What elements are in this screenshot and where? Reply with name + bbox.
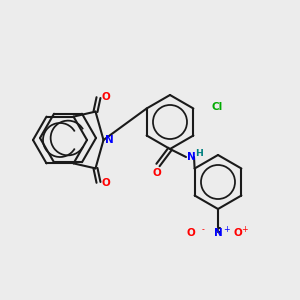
Text: H: H	[195, 149, 203, 158]
Text: O: O	[153, 168, 161, 178]
Text: O: O	[186, 228, 195, 238]
Text: O: O	[101, 178, 110, 188]
Text: -: -	[202, 226, 205, 235]
Text: N: N	[214, 228, 222, 238]
Text: N: N	[187, 152, 196, 162]
Text: +: +	[223, 225, 230, 234]
Text: O: O	[234, 228, 243, 238]
Text: O: O	[101, 92, 110, 102]
Text: Cl: Cl	[212, 101, 223, 112]
Text: +: +	[241, 226, 247, 235]
Text: N: N	[104, 135, 113, 145]
